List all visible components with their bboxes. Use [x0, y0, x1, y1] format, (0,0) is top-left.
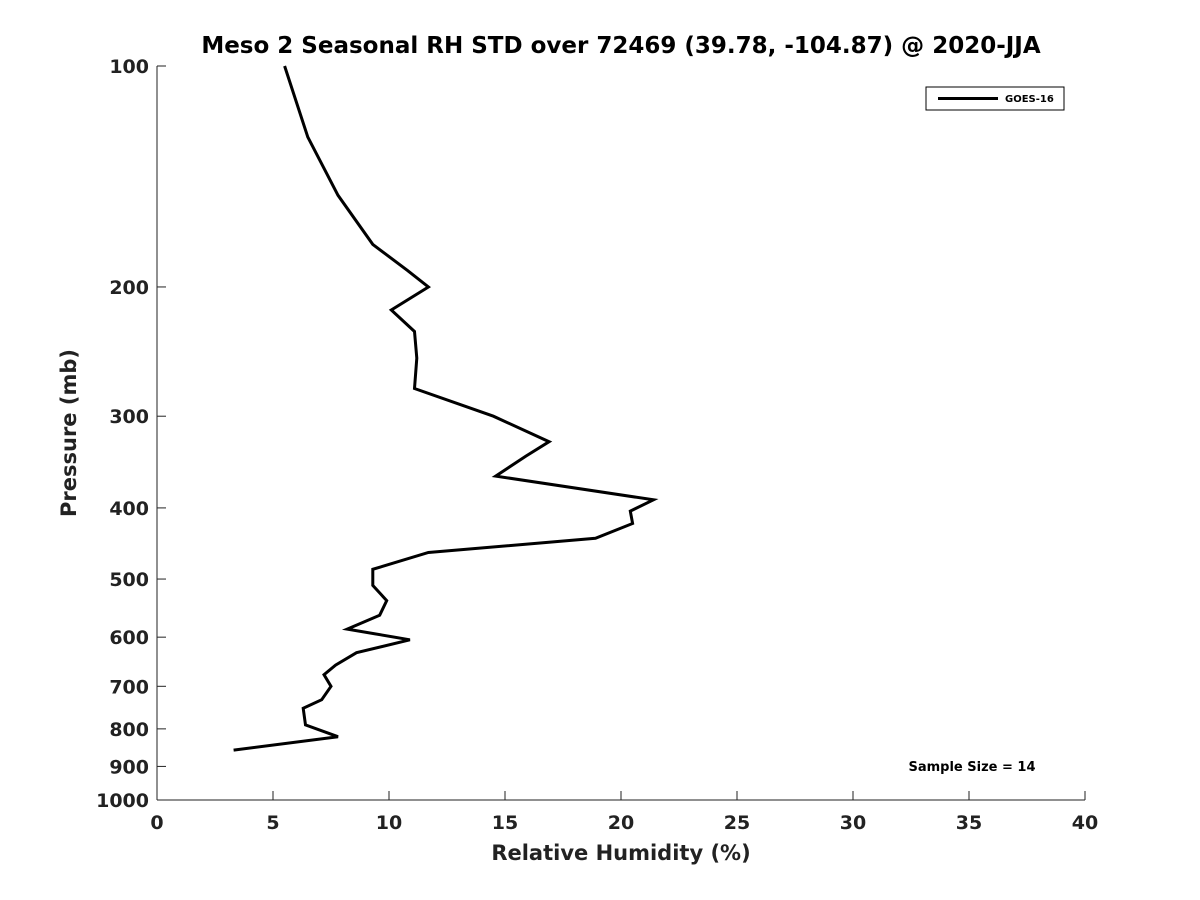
- y-tick-label: 900: [109, 756, 149, 778]
- legend-label-goes-16: GOES-16: [1005, 94, 1054, 105]
- y-axis-ticks: 100 200 300 400 500 600 700 800 900 1000: [96, 56, 166, 812]
- y-tick-label: 600: [109, 627, 149, 649]
- y-tick-label: 100: [109, 56, 149, 78]
- y-axis-label: Pressure (mb): [57, 349, 81, 517]
- chart-title: Meso 2 Seasonal RH STD over 72469 (39.78…: [201, 33, 1041, 59]
- plot-axes: [156, 66, 1085, 801]
- x-tick-label: 10: [376, 812, 402, 834]
- x-axis-ticks: 0 5 10 15 20 25 30 35 40: [150, 791, 1098, 834]
- series-line-goes-16: [233, 65, 659, 752]
- x-tick-label: 30: [840, 812, 866, 834]
- y-tick-label: 300: [109, 406, 149, 428]
- x-tick-label: 40: [1072, 812, 1098, 834]
- y-tick-label: 500: [109, 569, 149, 591]
- x-axis-label: Relative Humidity (%): [491, 841, 750, 865]
- x-tick-label: 35: [956, 812, 982, 834]
- y-tick-label: 400: [109, 498, 149, 520]
- y-tick-label: 1000: [96, 790, 149, 812]
- x-tick-label: 0: [150, 812, 163, 834]
- sample-size-annotation: Sample Size = 14: [908, 760, 1035, 775]
- y-tick-label: 700: [109, 676, 149, 698]
- x-tick-label: 25: [724, 812, 750, 834]
- series-layer: [233, 65, 659, 752]
- x-tick-label: 20: [608, 812, 634, 834]
- y-tick-label: 800: [109, 719, 149, 741]
- legend: GOES-16: [925, 86, 1065, 111]
- x-tick-label: 15: [492, 812, 518, 834]
- x-tick-label: 5: [266, 812, 279, 834]
- y-tick-label: 200: [109, 277, 149, 299]
